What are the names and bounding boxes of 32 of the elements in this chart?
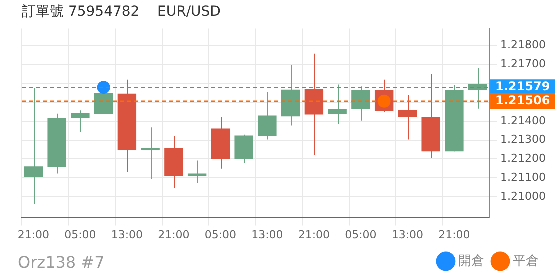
x-tick-label: 05:00 [345, 228, 377, 242]
candlestick [468, 68, 488, 110]
x-tick-label: 05:00 [64, 228, 96, 242]
x-tick-label: 21:00 [298, 228, 330, 242]
candlestick [398, 94, 418, 140]
y-tick-label: 1.21000 [500, 190, 546, 203]
x-tick-label: 13:00 [252, 228, 284, 242]
candlestick [234, 134, 254, 164]
y-tick-label: 1.21400 [500, 114, 546, 128]
y-tick-label: 1.21800 [500, 38, 546, 52]
candlestick [71, 110, 90, 134]
x-tick-label: 13:00 [392, 228, 424, 242]
y-tick-label: 1.21300 [500, 133, 546, 146]
candlestick [328, 84, 347, 125]
y-tick-label: 1.21700 [500, 58, 546, 71]
candlestick [141, 127, 160, 180]
x-tick-label: 21:00 [158, 228, 190, 242]
x-tick-label: 13:00 [111, 228, 144, 242]
chart-title: 訂單號 75954782 EUR/USD [22, 4, 221, 20]
legend-label: 平倉 [513, 254, 539, 269]
text: Orz138 #7 [18, 253, 105, 272]
candlestick [352, 86, 370, 122]
candlestick [24, 87, 44, 205]
y-tick-label: 1.21100 [500, 170, 546, 184]
legend-label: 開倉 [458, 254, 484, 269]
y-tick-label: 1.21200 [500, 152, 546, 166]
x-tick-label: 21:00 [18, 228, 50, 242]
x-tick-label: 05:00 [204, 228, 237, 242]
x-tick-label: 21:00 [438, 228, 470, 242]
ref-line-label: 1.21579 [496, 80, 550, 94]
ref-line-label: 1.21506 [496, 94, 550, 108]
candlestick [258, 92, 277, 140]
